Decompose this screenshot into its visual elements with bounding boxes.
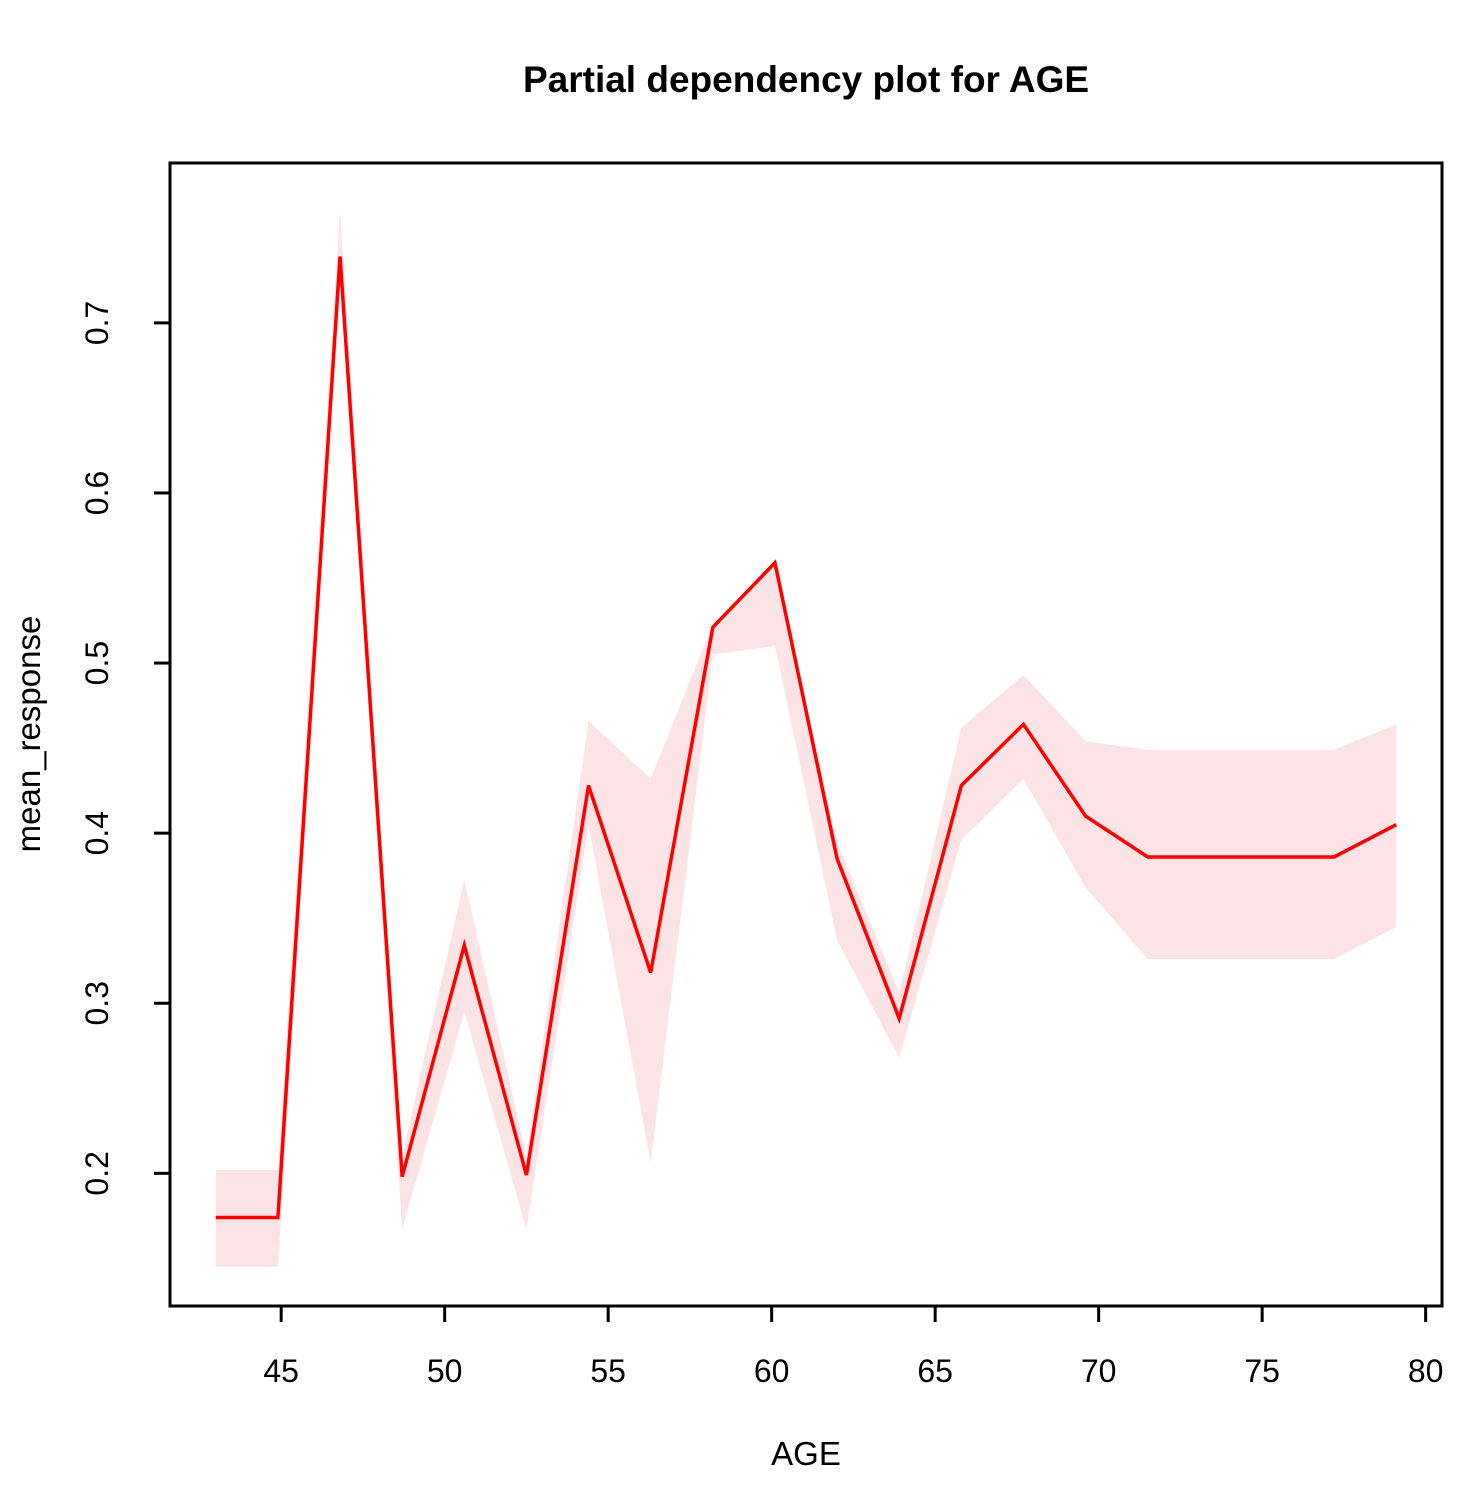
x-tick-label: 45 xyxy=(263,1353,299,1389)
x-tick-label: 70 xyxy=(1081,1353,1117,1389)
y-tick-label: 0.3 xyxy=(79,981,115,1025)
x-tick-label: 60 xyxy=(754,1353,790,1389)
y-tick-label: 0.5 xyxy=(79,641,115,685)
x-axis-label: AGE xyxy=(771,1435,841,1472)
y-tick-label: 0.7 xyxy=(79,301,115,345)
confidence-band-layer xyxy=(215,210,1397,1267)
y-tick-label: 0.6 xyxy=(79,471,115,515)
y-tick-label: 0.2 xyxy=(79,1151,115,1195)
x-tick-label: 80 xyxy=(1408,1353,1444,1389)
x-axis-ticks: 45 50 55 60 65 70 75 80 xyxy=(263,1306,1443,1389)
x-tick-label: 55 xyxy=(590,1353,626,1389)
x-tick-label: 65 xyxy=(917,1353,953,1389)
y-tick-label: 0.4 xyxy=(79,811,115,855)
mean-response-line xyxy=(215,256,1398,1220)
mean-response-line-layer xyxy=(215,256,1398,1220)
plot-box xyxy=(168,161,1444,1308)
x-tick-label: 75 xyxy=(1244,1353,1280,1389)
confidence-band xyxy=(215,210,1397,1267)
y-axis-ticks: 0.2 0.3 0.4 0.5 0.6 0.7 xyxy=(79,301,170,1196)
y-axis-label: mean_response xyxy=(10,616,47,853)
chart-title: Partial dependency plot for AGE xyxy=(523,59,1089,100)
x-tick-label: 50 xyxy=(427,1353,463,1389)
